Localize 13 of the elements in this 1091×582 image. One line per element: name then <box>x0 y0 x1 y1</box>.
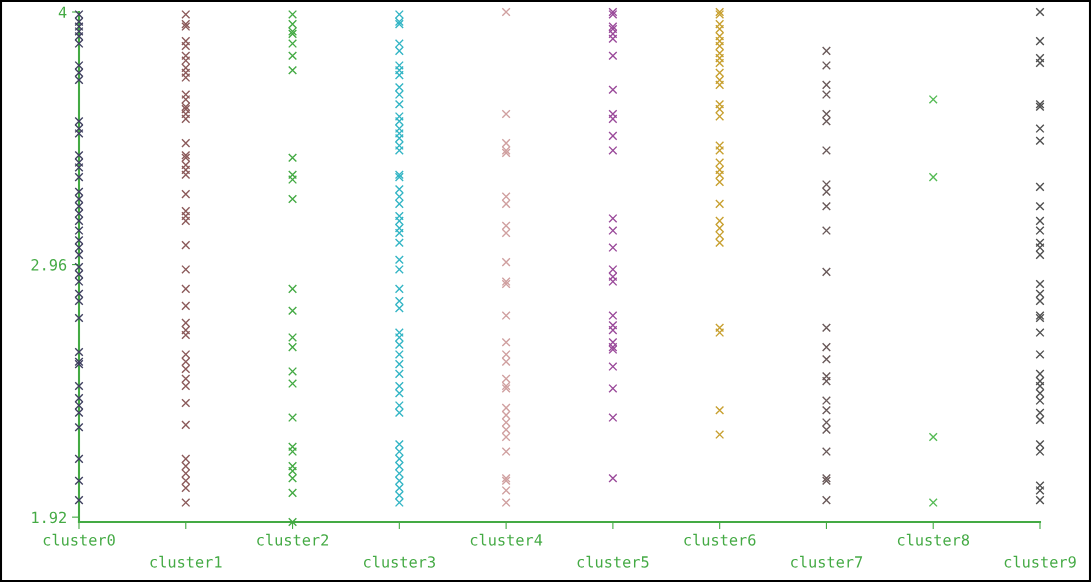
x-tick-label: cluster2 <box>257 533 329 546</box>
y-tick-label: 1.92 <box>32 511 66 524</box>
x-tick-label: cluster3 <box>364 555 435 568</box>
x-tick-label: cluster6 <box>684 533 756 546</box>
y-tick-label: 2.96 <box>31 259 67 271</box>
x-tick-label: cluster4 <box>470 533 543 546</box>
x-tick-label: cluster9 <box>1004 555 1076 568</box>
y-tick-label: 4 <box>58 6 67 18</box>
x-tick-label: cluster8 <box>897 533 970 546</box>
x-tick-label: cluster1 <box>150 555 222 568</box>
x-tick-label: cluster5 <box>577 555 649 568</box>
x-tick-label: cluster0 <box>43 533 115 546</box>
x-tick-label: cluster7 <box>791 555 863 568</box>
